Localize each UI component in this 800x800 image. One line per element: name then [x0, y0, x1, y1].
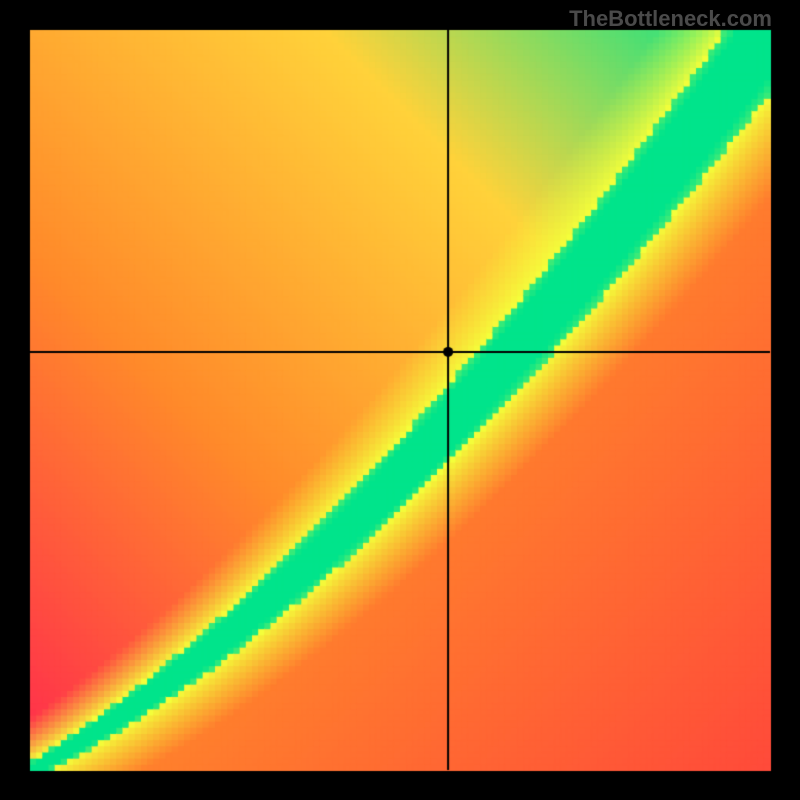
watermark-text: TheBottleneck.com	[569, 6, 772, 32]
chart-container: TheBottleneck.com	[0, 0, 800, 800]
bottleneck-heatmap	[0, 0, 800, 800]
